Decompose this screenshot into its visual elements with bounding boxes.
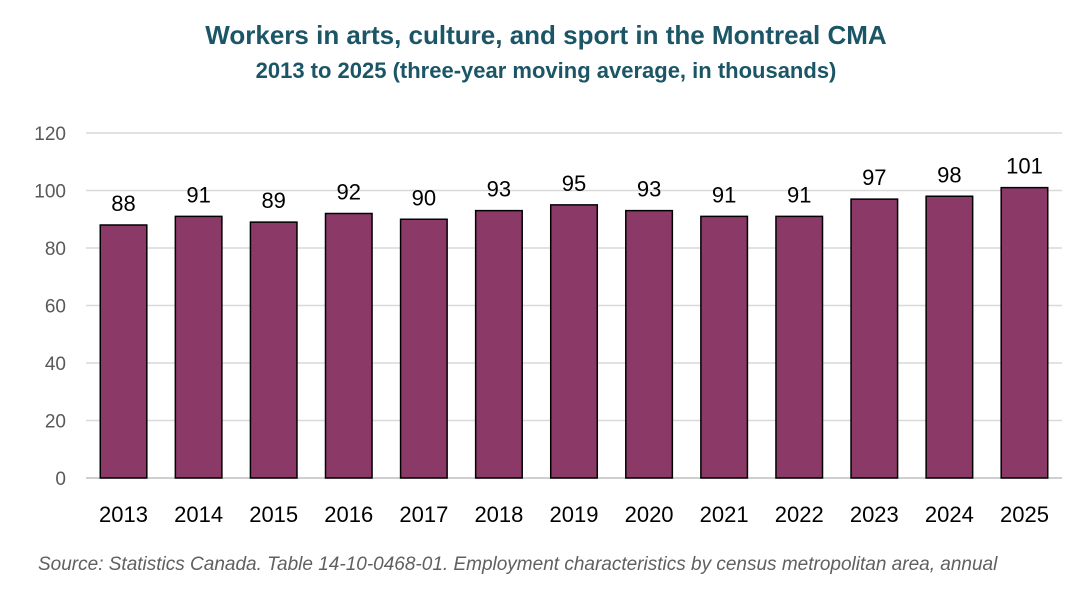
bar <box>399 218 448 479</box>
data-label: 88 <box>111 191 135 216</box>
y-tick-label: 60 <box>45 297 66 318</box>
chart-title: Workers in arts, culture, and sport in t… <box>205 20 887 50</box>
y-tick-label: 100 <box>34 182 66 203</box>
data-label: 101 <box>1006 154 1043 179</box>
bar <box>625 209 674 479</box>
bar <box>925 195 974 479</box>
bar <box>700 215 749 479</box>
x-tick-label: 2013 <box>99 502 148 527</box>
bar <box>249 221 298 479</box>
x-tick-label: 2022 <box>775 502 824 527</box>
data-label: 98 <box>937 162 961 187</box>
y-tick-label: 0 <box>55 469 66 490</box>
data-label: 91 <box>787 182 811 207</box>
y-tick-label: 120 <box>34 124 66 145</box>
bar <box>174 215 223 479</box>
bar <box>549 204 599 479</box>
bar <box>474 209 523 479</box>
x-tick-label: 2025 <box>1000 502 1049 527</box>
y-tick-label: 40 <box>45 354 66 375</box>
y-tick-label: 20 <box>45 412 66 433</box>
x-tick-label: 2014 <box>174 502 223 527</box>
x-tick-label: 2020 <box>625 502 674 527</box>
data-label: 93 <box>637 177 661 202</box>
x-tick-label: 2019 <box>550 502 599 527</box>
x-tick-label: 2015 <box>249 502 298 527</box>
x-tick-label: 2016 <box>324 502 373 527</box>
data-label: 91 <box>712 182 736 207</box>
data-label: 91 <box>186 182 210 207</box>
data-label: 90 <box>412 185 436 210</box>
bar <box>99 224 148 479</box>
bar <box>1000 186 1049 479</box>
x-tick-label: 2018 <box>474 502 523 527</box>
x-tick-label: 2023 <box>850 502 899 527</box>
data-label: 95 <box>562 171 586 196</box>
data-label: 92 <box>337 180 361 205</box>
bar <box>324 212 373 479</box>
x-tick-label: 2021 <box>700 502 749 527</box>
x-tick-label: 2024 <box>925 502 974 527</box>
data-label: 89 <box>261 188 285 213</box>
data-label: 97 <box>862 165 886 190</box>
y-tick-label: 80 <box>45 239 66 260</box>
source-note: Source: Statistics Canada. Table 14-10-0… <box>38 554 998 575</box>
bar <box>850 198 899 479</box>
x-tick-label: 2017 <box>399 502 448 527</box>
chart-subtitle: 2013 to 2025 (three-year moving average,… <box>255 58 837 83</box>
data-label: 93 <box>487 177 511 202</box>
bar <box>775 215 824 479</box>
